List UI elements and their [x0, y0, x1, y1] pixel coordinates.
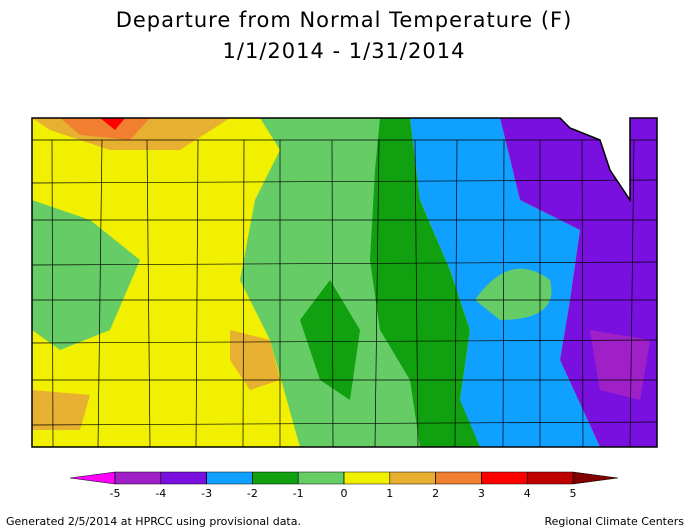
- legend-bin: [297, 471, 345, 485]
- legend-tick-label: -3: [201, 487, 212, 500]
- legend-bin: [206, 471, 253, 485]
- footer-note: Generated 2/5/2014 at HPRCC using provis…: [6, 515, 301, 528]
- county-line: [629, 139, 635, 447]
- legend-bin: [252, 471, 299, 485]
- county-line: [581, 139, 584, 447]
- county-line: [32, 421, 657, 426]
- county-line: [51, 139, 54, 447]
- state-outline: [31, 117, 658, 448]
- legend-tick-label: -2: [247, 487, 258, 500]
- county-line: [331, 139, 334, 447]
- county-line: [414, 139, 419, 447]
- temperature-field: [32, 118, 657, 447]
- legend-bin: [160, 471, 207, 485]
- county-line: [374, 139, 380, 447]
- county-line: [454, 139, 458, 447]
- legend-tick-label: 0: [341, 487, 348, 500]
- county-line: [32, 339, 657, 344]
- zone: [60, 118, 150, 140]
- legend-tick-label: 1: [386, 487, 393, 500]
- county-lines: [32, 139, 657, 447]
- color-legend: -5 -4 -3 -2 -1 0 1 2 3 4 5: [69, 471, 619, 500]
- zone: [32, 390, 90, 430]
- legend-bin: [343, 471, 391, 485]
- zone: [590, 330, 650, 400]
- legend-tick-label: 3: [478, 487, 485, 500]
- legend-tick-label: -1: [293, 487, 304, 500]
- zone: [32, 200, 140, 350]
- county-line: [97, 139, 103, 447]
- legend-bin: [114, 471, 162, 485]
- zone: [32, 360, 300, 447]
- zone: [475, 268, 552, 320]
- legend-tick-label: 4: [524, 487, 531, 500]
- county-line: [32, 179, 657, 184]
- zone: [300, 280, 360, 400]
- map-title: Departure from Normal Temperature (F): [116, 8, 573, 32]
- legend-bin: [435, 471, 482, 485]
- legend-tick-label: -4: [155, 487, 166, 500]
- county-line: [502, 139, 505, 447]
- county-line: [146, 139, 151, 447]
- legend-tick-label: 5: [570, 487, 577, 500]
- legend-bin: [389, 471, 436, 485]
- county-line: [32, 261, 657, 266]
- legend-above: [572, 471, 619, 485]
- footer-credit: Regional Climate Centers: [544, 515, 684, 528]
- county-line: [195, 139, 199, 447]
- zone: [230, 330, 280, 390]
- legend-tick-label: -5: [110, 487, 121, 500]
- county-line: [242, 139, 245, 447]
- legend-bin: [526, 471, 574, 485]
- legend-tick-label: 2: [432, 487, 439, 500]
- legend-below: [69, 471, 116, 485]
- map-subtitle: 1/1/2014 - 1/31/2014: [223, 39, 466, 63]
- legend-bin: [481, 471, 528, 485]
- zone: [100, 118, 125, 130]
- zone: [370, 118, 500, 447]
